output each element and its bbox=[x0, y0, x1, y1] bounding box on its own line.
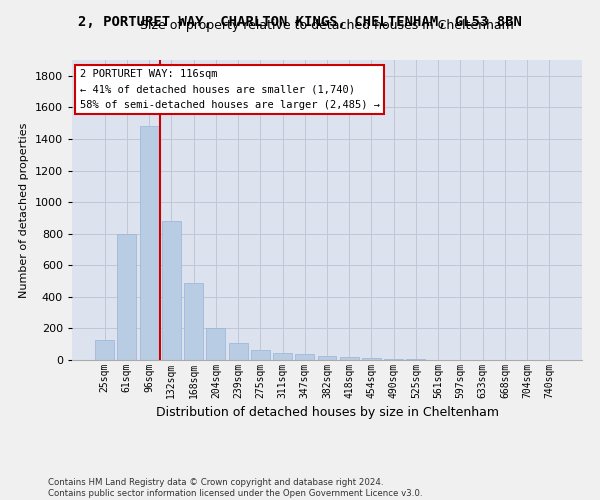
Bar bbox=[362, 358, 381, 360]
Bar bbox=[340, 357, 359, 360]
Y-axis label: Number of detached properties: Number of detached properties bbox=[19, 122, 29, 298]
Bar bbox=[273, 353, 292, 360]
Title: Size of property relative to detached houses in Cheltenham: Size of property relative to detached ho… bbox=[140, 20, 514, 32]
Bar bbox=[184, 282, 203, 360]
Bar bbox=[118, 234, 136, 360]
Text: 2, PORTURET WAY, CHARLTON KINGS, CHELTENHAM, GL53 8BN: 2, PORTURET WAY, CHARLTON KINGS, CHELTEN… bbox=[78, 15, 522, 29]
Text: 2 PORTURET WAY: 116sqm
← 41% of detached houses are smaller (1,740)
58% of semi-: 2 PORTURET WAY: 116sqm ← 41% of detached… bbox=[80, 69, 380, 110]
Bar bbox=[384, 359, 403, 360]
Bar bbox=[295, 354, 314, 360]
Bar bbox=[317, 356, 337, 360]
Bar bbox=[162, 221, 181, 360]
Bar bbox=[406, 359, 425, 360]
Bar bbox=[140, 126, 158, 360]
Bar bbox=[251, 350, 270, 360]
Bar bbox=[229, 344, 248, 360]
X-axis label: Distribution of detached houses by size in Cheltenham: Distribution of detached houses by size … bbox=[155, 406, 499, 420]
Text: Contains HM Land Registry data © Crown copyright and database right 2024.
Contai: Contains HM Land Registry data © Crown c… bbox=[48, 478, 422, 498]
Bar bbox=[206, 328, 225, 360]
Bar bbox=[95, 340, 114, 360]
